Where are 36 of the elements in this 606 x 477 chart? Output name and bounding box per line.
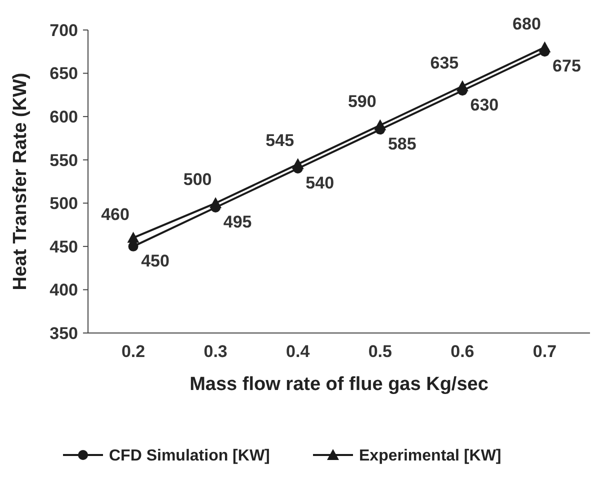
data-label: 680 xyxy=(512,14,541,34)
data-label: 675 xyxy=(552,56,581,76)
y-tick-label: 400 xyxy=(50,280,78,300)
y-axis-title: Heat Transfer Rate (KW) xyxy=(10,72,31,290)
y-tick-label: 500 xyxy=(50,194,78,214)
x-tick-label: 0.7 xyxy=(532,342,557,361)
data-label: 630 xyxy=(470,96,499,115)
point xyxy=(538,41,551,52)
x-tick-label: 0.2 xyxy=(121,342,146,361)
y-tick-label: 550 xyxy=(50,150,78,170)
data-label: 460 xyxy=(101,204,130,224)
data-label: 585 xyxy=(388,134,416,154)
x-axis-title: Mass flow rate of flue gas Kg/sec xyxy=(190,374,489,395)
point xyxy=(374,119,386,130)
legend-label: CFD Simulation [KW] xyxy=(109,448,270,465)
y-tick-label: 600 xyxy=(50,108,78,127)
legend-label: Experimental [KW] xyxy=(359,448,502,465)
x-tick-label: 0.6 xyxy=(450,342,474,361)
x-tick-label: 0.3 xyxy=(204,342,228,361)
point xyxy=(456,80,468,92)
data-label: 495 xyxy=(223,212,252,232)
point xyxy=(210,197,222,208)
y-tick-label: 650 xyxy=(50,64,78,84)
data-label: 545 xyxy=(266,131,294,150)
x-tick-label: 0.5 xyxy=(368,342,392,361)
data-label: 540 xyxy=(306,174,334,193)
x-tick-label: 0.4 xyxy=(286,342,310,361)
data-label: 635 xyxy=(430,53,459,72)
y-tick-label: 700 xyxy=(50,20,78,40)
y-tick-label: 450 xyxy=(50,237,78,256)
data-label: 450 xyxy=(141,251,170,270)
y-tick-label: 350 xyxy=(50,324,78,343)
data-label: 500 xyxy=(183,170,212,190)
point xyxy=(127,232,140,243)
data-label: 590 xyxy=(348,92,376,112)
point xyxy=(292,158,304,170)
